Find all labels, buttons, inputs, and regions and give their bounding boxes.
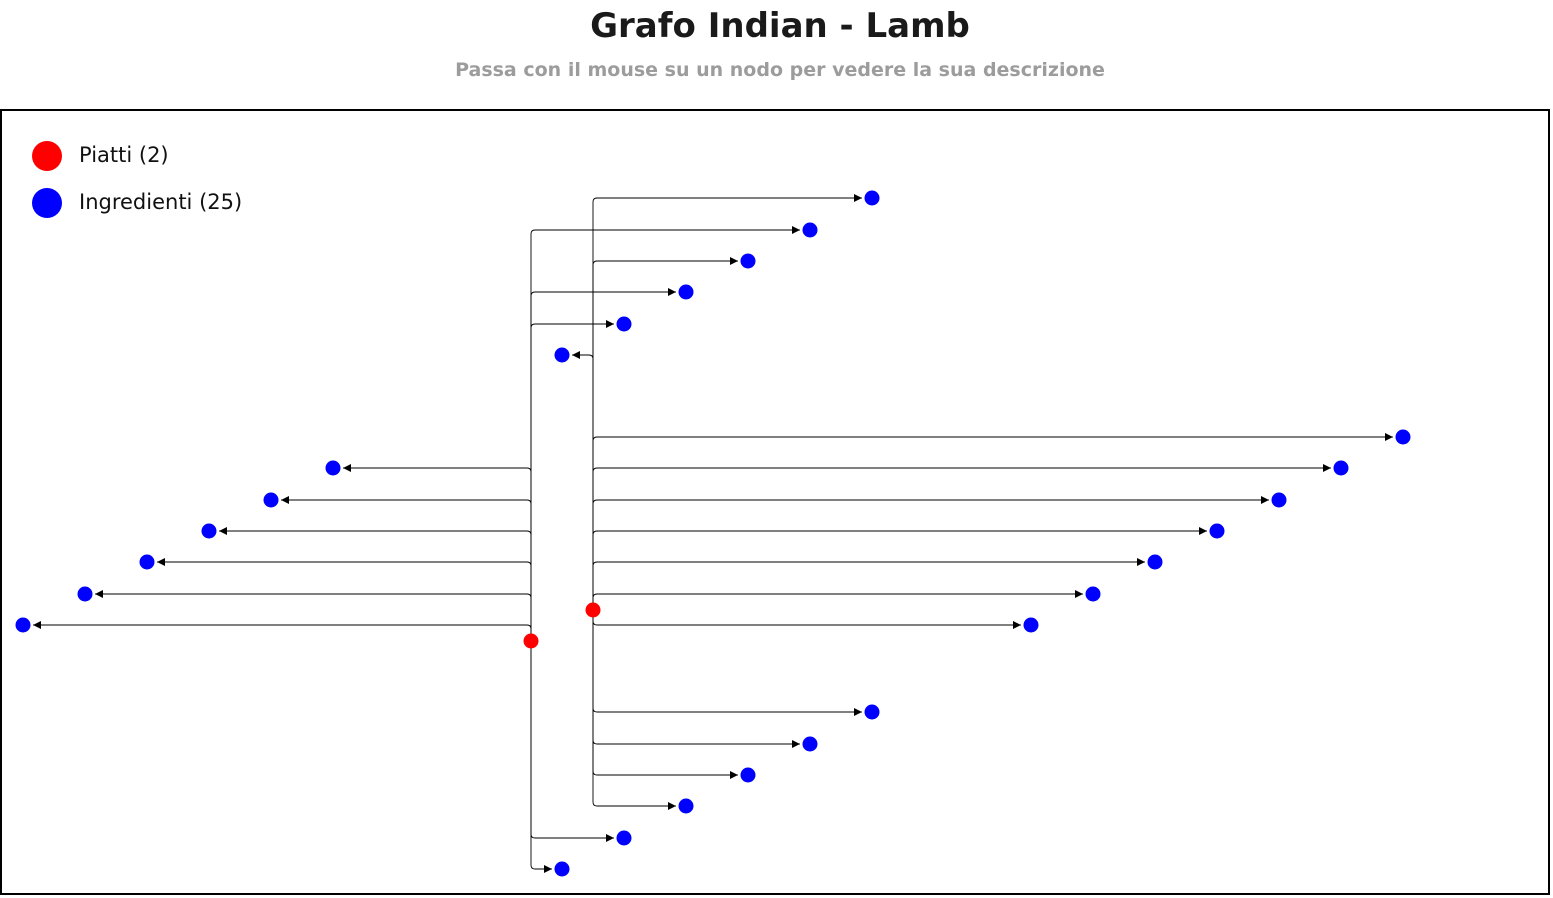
ingredient-node[interactable] <box>802 736 818 752</box>
edge <box>592 590 1083 610</box>
legend: Piatti (2) Ingredienti (25) <box>32 141 242 218</box>
ingredient-node[interactable] <box>740 767 756 783</box>
edge <box>592 496 1269 610</box>
ingredient-node[interactable] <box>740 253 756 269</box>
ingredient-node[interactable] <box>1271 492 1287 508</box>
ingredient-node[interactable] <box>325 460 341 476</box>
legend-ingredient-label: Ingredienti (25) <box>79 190 242 214</box>
nodes-group <box>15 190 1411 877</box>
edge <box>592 610 1021 629</box>
edge <box>592 257 738 610</box>
ingredient-node[interactable] <box>616 830 632 846</box>
edge <box>95 590 532 641</box>
ingredient-node[interactable] <box>864 704 880 720</box>
ingredient-node[interactable] <box>678 284 694 300</box>
dish-node[interactable] <box>585 602 601 618</box>
ingredient-node[interactable] <box>554 347 570 363</box>
ingredient-node[interactable] <box>1395 429 1411 445</box>
edge <box>592 464 1331 610</box>
edge <box>530 641 552 873</box>
edge <box>530 641 614 842</box>
ingredient-node[interactable] <box>864 190 880 206</box>
edges-group <box>33 194 1393 873</box>
legend-dish-marker <box>32 141 62 171</box>
ingredient-node[interactable] <box>616 316 632 332</box>
ingredient-node[interactable] <box>1209 523 1225 539</box>
edge <box>592 610 800 748</box>
edge <box>592 610 738 779</box>
edge <box>592 558 1145 610</box>
ingredient-node[interactable] <box>1023 617 1039 633</box>
edge <box>281 496 532 641</box>
page-subtitle: Passa con il mouse su un nodo per vedere… <box>455 59 1105 81</box>
edge <box>219 527 532 641</box>
edge <box>592 194 862 610</box>
edge <box>592 610 676 810</box>
ingredient-node[interactable] <box>802 222 818 238</box>
dish-node[interactable] <box>523 633 539 649</box>
ingredient-node[interactable] <box>263 492 279 508</box>
edge <box>592 527 1207 610</box>
ingredient-node[interactable] <box>554 861 570 877</box>
graph-canvas[interactable]: Piatti (2) Ingredienti (25) <box>2 111 1548 893</box>
edge <box>343 464 532 641</box>
ingredient-node[interactable] <box>77 586 93 602</box>
legend-dish-label: Piatti (2) <box>79 143 169 167</box>
edge <box>530 226 800 641</box>
graph-frame <box>0 109 1550 895</box>
edge <box>530 320 614 641</box>
ingredient-node[interactable] <box>139 554 155 570</box>
ingredient-node[interactable] <box>1147 554 1163 570</box>
edge <box>572 351 594 610</box>
ingredient-node[interactable] <box>201 523 217 539</box>
ingredient-node[interactable] <box>678 798 694 814</box>
ingredient-node[interactable] <box>15 617 31 633</box>
ingredient-node[interactable] <box>1333 460 1349 476</box>
edge <box>33 621 532 641</box>
ingredient-node[interactable] <box>1085 586 1101 602</box>
edge <box>157 558 532 641</box>
legend-ingredient-marker <box>32 188 62 218</box>
page-title: Grafo Indian - Lamb <box>590 6 970 46</box>
edge <box>530 288 676 641</box>
edge <box>592 433 1393 610</box>
